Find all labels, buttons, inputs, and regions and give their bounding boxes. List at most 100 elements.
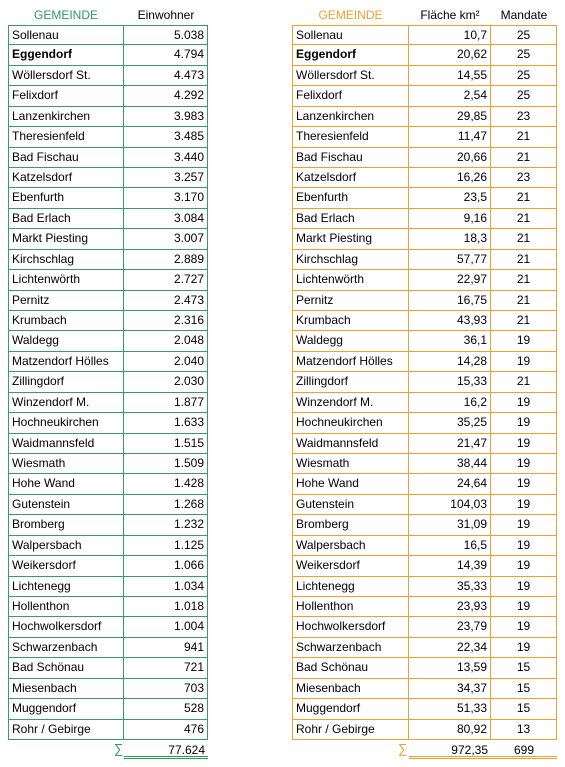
value-cell: 23 [490,105,557,128]
municipality-name: Pernitz [8,289,124,311]
municipality-name: Markt Piesting [292,228,409,250]
value-cell: 19 [490,575,557,598]
value-cell: 9,16 [408,207,491,230]
municipality-name: Hohe Wand [8,473,124,495]
municipality-name: Krumbach [8,310,124,332]
value-cell: 1.509 [123,453,208,475]
value-cell: 19 [490,514,557,536]
municipality-name: Weikersdorf [292,555,409,577]
value-cell: 15 [490,677,557,700]
value-cell: 51,33 [408,698,491,720]
municipality-name: Weikersdorf [8,555,124,577]
value-cell: 1.515 [123,432,208,455]
value-cell: 19 [490,596,557,618]
value-cell: 15,33 [408,371,491,393]
value-cell: 36,1 [408,330,491,352]
municipality-name: Bad Erlach [292,207,409,230]
value-cell: 21 [490,228,557,250]
value-cell: 2.316 [123,310,208,332]
municipality-name: Schwarzenbach [292,636,409,659]
value-cell: 43,93 [408,310,491,332]
municipality-name: Felixdorf [292,85,409,107]
value-cell: 34,37 [408,677,491,700]
value-cell: 57,77 [408,248,491,271]
municipality-name: Zillingdorf [292,371,409,393]
municipality-name: Sollenau [292,25,409,46]
municipality-name: Matzendorf Hölles [292,350,409,373]
value-cell: 528 [123,698,208,720]
value-cell: 1.066 [123,555,208,577]
value-cell: 3.485 [123,126,208,148]
municipality-name: Bad Erlach [8,207,124,230]
value-cell: 25 [490,85,557,107]
value-cell: 10,7 [408,25,491,46]
value-cell: 1.018 [123,596,208,618]
value-cell: 16,26 [408,167,491,189]
total-value: 699 [491,741,557,759]
municipality-name: Felixdorf [8,85,124,107]
municipality-name: Katzelsdorf [292,167,409,189]
value-cell: 476 [123,718,208,741]
municipality-name: Lichtenwörth [8,269,124,291]
value-cell: 21 [490,310,557,332]
value-cell: 18,3 [408,228,491,250]
municipality-name: Markt Piesting [8,228,124,250]
value-cell: 24,64 [408,473,491,495]
value-cell: 31,09 [408,514,491,536]
value-cell: 22,97 [408,269,491,291]
value-cell: 2.889 [123,248,208,271]
value-cell: 703 [123,677,208,700]
value-cell: 16,5 [408,534,491,557]
value-cell: 2,54 [408,85,491,107]
value-cell: 35,33 [408,575,491,598]
municipality-name: Hochwolkersdorf [8,616,124,638]
column-header: Mandate [500,8,548,22]
municipality-name: Gutenstein [8,493,124,516]
value-cell: 19 [490,350,557,373]
value-cell: 1.633 [123,412,208,434]
municipality-name: Bad Fischau [8,146,124,168]
municipality-name: Schwarzenbach [8,636,124,659]
value-cell: 19 [490,473,557,495]
value-cell: 2.048 [123,330,208,352]
value-cell: 1.004 [123,616,208,638]
municipality-name: Wöllersdorf St. [292,64,409,87]
municipality-name: Hollenthon [292,596,409,618]
column-header: Einwohner [137,8,195,22]
municipality-name: Winzendorf M. [292,391,409,414]
municipality-name: Hochneukirchen [292,412,409,434]
value-cell: 19 [490,493,557,516]
total-value: 972,35 [409,741,491,759]
value-cell: 38,44 [408,453,491,475]
municipality-name: Lichtenegg [292,575,409,598]
value-cell: 2.030 [123,371,208,393]
value-cell: 19 [490,616,557,638]
municipality-name: Bad Schönau [292,657,409,679]
municipality-name: Bad Fischau [292,146,409,168]
value-cell: 19 [490,432,557,455]
municipality-name: Theresienfeld [8,126,124,148]
value-cell: 25 [490,44,557,66]
municipality-name: Krumbach [292,310,409,332]
value-cell: 1.428 [123,473,208,495]
value-cell: 3.084 [123,207,208,230]
sum-symbol: ∑ [114,740,124,756]
value-cell: 23,5 [408,187,491,209]
municipality-name: Bromberg [292,514,409,536]
value-cell: 20,66 [408,146,491,168]
value-cell: 19 [490,412,557,434]
value-cell: 21,47 [408,432,491,455]
value-cell: 3.257 [123,167,208,189]
value-cell: 15 [490,698,557,720]
value-cell: 29,85 [408,105,491,128]
value-cell: 25 [490,64,557,87]
municipality-name: Pernitz [292,289,409,311]
value-cell: 21 [490,248,557,271]
value-cell: 104,03 [408,493,491,516]
value-cell: 4.794 [123,44,208,66]
value-cell: 21 [490,371,557,393]
municipality-name: Eggendorf [8,44,124,66]
municipality-name: Lanzenkirchen [8,105,124,128]
column-header: GEMEINDE [318,8,383,22]
municipality-name: Lichtenwörth [292,269,409,291]
